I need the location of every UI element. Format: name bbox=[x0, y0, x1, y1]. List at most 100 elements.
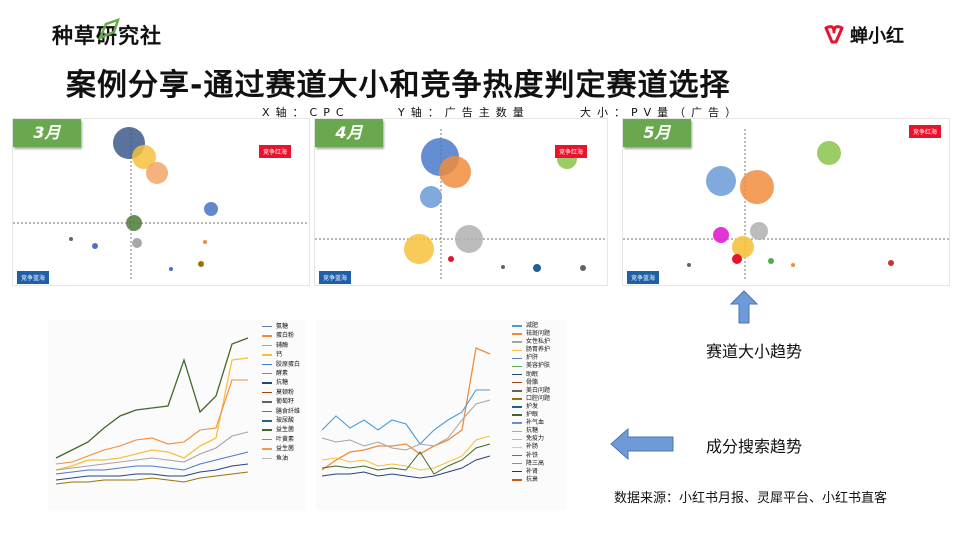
legend-label: 祛斑问题 bbox=[526, 330, 551, 338]
bubble bbox=[768, 258, 774, 264]
legend-item: 美容护肤 bbox=[512, 362, 550, 370]
legend-label: 肠胃养护 bbox=[526, 346, 551, 354]
line-chart-right-plot bbox=[321, 347, 491, 479]
legend-label: 补肠 bbox=[526, 443, 539, 451]
month-tag: 5月 bbox=[623, 119, 691, 147]
bubble bbox=[198, 261, 204, 267]
legend-item: 氨糖 bbox=[262, 322, 300, 331]
legend-item: 益生菌 bbox=[262, 425, 300, 434]
bubble bbox=[404, 234, 434, 264]
legend-item: 玻尿酸 bbox=[262, 416, 300, 425]
bubble-chart-march bbox=[13, 127, 309, 279]
bubble bbox=[92, 243, 98, 249]
legend-item: 胶原蛋白 bbox=[262, 360, 300, 369]
blue-ocean-tag: 竞争蓝海 bbox=[627, 271, 660, 284]
month-tag: 3月 bbox=[13, 119, 81, 147]
legend-label: 骨骼 bbox=[526, 378, 539, 386]
legend-item: 益生菌 bbox=[262, 444, 300, 453]
bubble bbox=[420, 186, 442, 208]
legend-item: 葡萄籽 bbox=[262, 397, 300, 406]
bubble bbox=[146, 162, 168, 184]
bubble-chart-may bbox=[623, 129, 949, 279]
legend-label: 护发 bbox=[526, 402, 539, 410]
legend-label: 钙 bbox=[276, 351, 283, 359]
legend-label: 口腔问题 bbox=[526, 394, 551, 402]
legend-item: 减肥 bbox=[512, 322, 550, 330]
bubble bbox=[169, 267, 173, 271]
axis-x-legend: X轴：CPC bbox=[262, 106, 350, 119]
legend-label: 益生菌 bbox=[276, 445, 295, 453]
red-ocean-tag: 竞争红海 bbox=[909, 125, 942, 138]
bubble bbox=[533, 264, 541, 272]
bubble-chart-april bbox=[315, 129, 607, 279]
legend-label: 美容护肤 bbox=[526, 362, 551, 370]
legend-label: 免疫力 bbox=[526, 435, 545, 443]
legend-item: 骨骼 bbox=[512, 379, 550, 387]
legend-label: 膳食纤维 bbox=[276, 407, 301, 415]
legend-item: 膳食纤维 bbox=[262, 407, 300, 416]
bubble bbox=[69, 237, 73, 241]
legend-label: 护肝 bbox=[526, 354, 539, 362]
legend-item: 助眠 bbox=[512, 371, 550, 379]
legend-label: 助眠 bbox=[526, 370, 539, 378]
legend-label: 胶原蛋白 bbox=[276, 360, 301, 368]
legend-item: 蛋白粉 bbox=[262, 331, 300, 340]
legend-item: 莫顿粉 bbox=[262, 388, 300, 397]
ingredient-line-chart-right: 减肥 祛斑问题 女性私护 肠胃养护 护肝 美容护肤 助眠 骨骼 美白问题 口腔问… bbox=[316, 320, 566, 510]
legend-label: 减肥 bbox=[526, 322, 539, 329]
line-chart-left-plot bbox=[55, 337, 249, 485]
legend-label: 酵素 bbox=[276, 370, 289, 378]
legend-item: 护眼 bbox=[512, 411, 550, 419]
month-tag: 4月 bbox=[315, 119, 383, 147]
blue-ocean-tag: 竞争蓝海 bbox=[319, 271, 352, 284]
legend-label: 辅酶 bbox=[276, 341, 289, 349]
legend-label: 叶黄素 bbox=[276, 435, 295, 443]
legend-label: 莫顿粉 bbox=[276, 388, 295, 396]
bubble bbox=[204, 202, 218, 216]
bubble bbox=[706, 166, 736, 196]
red-ocean-tag: 竞争红海 bbox=[259, 145, 292, 158]
arrow-left-icon bbox=[610, 428, 674, 460]
legend-label: 蛋白粉 bbox=[276, 332, 295, 340]
bubble bbox=[132, 145, 156, 169]
legend-item: 抗糖 bbox=[512, 427, 550, 435]
bubble bbox=[713, 227, 729, 243]
legend-item: 护发 bbox=[512, 403, 550, 411]
bubble bbox=[126, 215, 142, 231]
legend-item: 美白问题 bbox=[512, 387, 550, 395]
leaf-icon bbox=[97, 18, 120, 41]
legend-item: 抗糖 bbox=[262, 378, 300, 387]
legend-left: 氨糖 蛋白粉 辅酶 钙 胶原蛋白 酵素 抗糖 莫顿粉 葡萄籽 膳食纤维 玻尿酸 … bbox=[262, 322, 300, 463]
legend-label: 玻尿酸 bbox=[276, 417, 295, 425]
brand-logo-right: 蝉小红 bbox=[822, 22, 904, 48]
legend-item: 补肠 bbox=[512, 443, 550, 451]
bubble bbox=[455, 225, 483, 253]
data-source-note: 数据来源：小红书月报、灵犀平台、小红书直客 bbox=[614, 491, 888, 506]
chanxiaohong-logo-icon bbox=[824, 25, 844, 44]
bubble bbox=[750, 222, 768, 240]
legend-item: 女性私护 bbox=[512, 338, 550, 346]
legend-label: 抗糖 bbox=[276, 379, 289, 387]
brand-name-right: 蝉小红 bbox=[850, 26, 904, 47]
legend-label: 女性私护 bbox=[526, 338, 551, 346]
bubble bbox=[740, 170, 774, 204]
search-trend-label: 成分搜索趋势 bbox=[706, 437, 803, 456]
ingredient-line-chart-left: 氨糖 蛋白粉 辅酶 钙 胶原蛋白 酵素 抗糖 莫顿粉 葡萄籽 膳食纤维 玻尿酸 … bbox=[48, 320, 306, 510]
bubble bbox=[580, 265, 586, 271]
axis-y-legend: Y轴：广告主数量 bbox=[398, 106, 530, 119]
legend-item: 补铁 bbox=[512, 452, 550, 460]
legend-label: 鱼油 bbox=[276, 454, 289, 462]
red-ocean-tag: 竞争红海 bbox=[555, 145, 588, 158]
legend-label: 益生菌 bbox=[276, 426, 295, 434]
bubble bbox=[687, 263, 691, 267]
bubble bbox=[732, 236, 754, 258]
bubble-panel-april: 4月 竞争红海 竞争蓝海 bbox=[314, 118, 608, 286]
legend-item: 鱼油 bbox=[262, 454, 300, 463]
bubble-panel-march: 3月 竞争红海 竞争蓝海 bbox=[12, 118, 310, 286]
bubble-panel-may: 5月 竞争红海 竞争蓝海 bbox=[622, 118, 950, 286]
legend-label: 美白问题 bbox=[526, 386, 551, 394]
bubble bbox=[132, 238, 142, 248]
legend-label: 氨糖 bbox=[276, 323, 289, 330]
legend-item: 辅酶 bbox=[262, 341, 300, 350]
legend-item: 护肝 bbox=[512, 354, 550, 362]
